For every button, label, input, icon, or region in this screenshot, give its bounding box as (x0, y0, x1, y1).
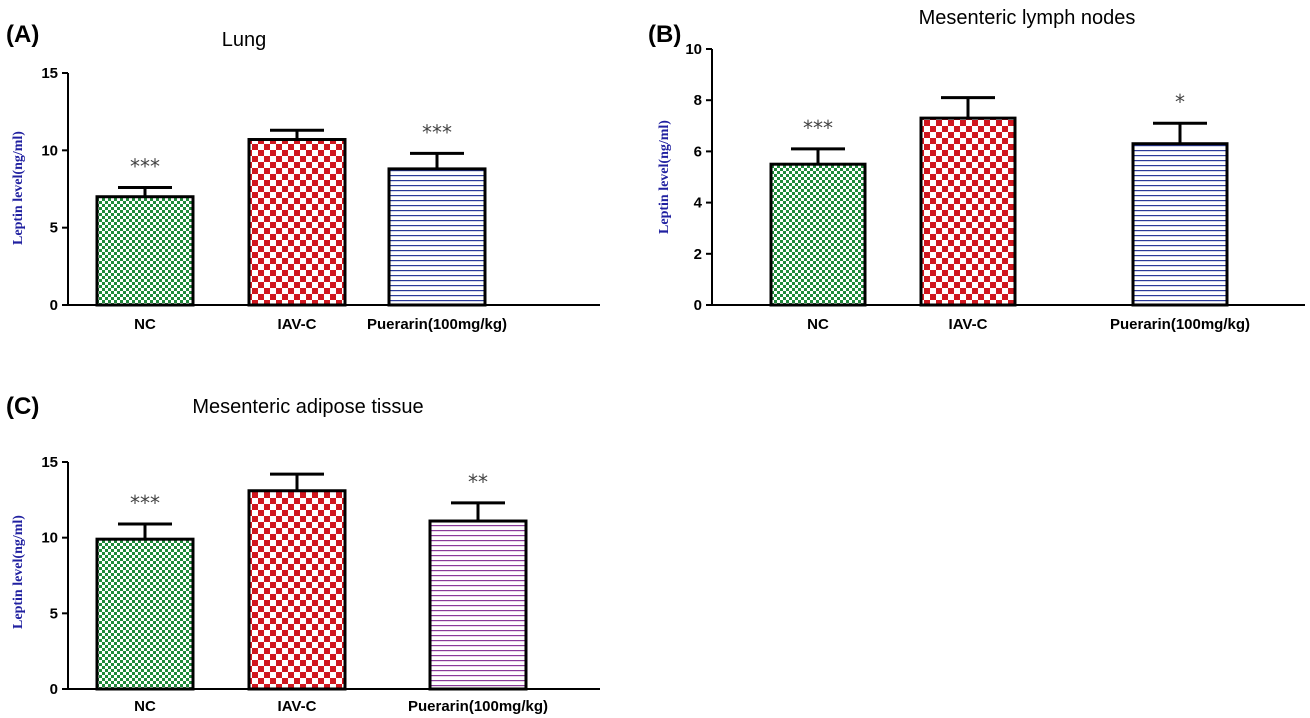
x-category-label: IAV-C (278, 316, 317, 333)
y-tick-label: 15 (41, 454, 58, 471)
x-category-label: NC (807, 316, 829, 333)
panel-c-ylabel: Leptin level(ng/ml) (11, 515, 26, 629)
y-tick-label: 5 (50, 605, 58, 622)
panel-b-title: Mesenteric lymph nodes (919, 7, 1136, 29)
panel-c-title: Mesenteric adipose tissue (192, 396, 423, 418)
significance-label: *** (130, 491, 160, 515)
bar-nc (95, 195, 195, 307)
panel-c-letter: (C) (6, 393, 39, 420)
bar-puerarin-100mg-kg (428, 519, 528, 691)
y-tick-label: 10 (41, 142, 58, 159)
y-tick-label: 2 (694, 246, 702, 263)
significance-label: ** (468, 470, 488, 494)
y-tick-label: 8 (694, 92, 702, 109)
bar-nc (95, 537, 195, 691)
panel-a: (A) Lung Leptin level(ng/ml) 0 5 10 15 *** NC… (6, 21, 600, 333)
bar-iav-c (919, 116, 1017, 307)
x-category-label: Puerarin(100mg/kg) (367, 316, 507, 333)
bar-iav-c (247, 489, 347, 691)
panel-b-plot: 0 2 4 6 8 10 *** NC IAV-C * Puerarin(100mg/kg) (685, 41, 1305, 333)
x-category-label: NC (134, 698, 156, 715)
panel-a-letter: (A) (6, 21, 39, 48)
significance-label: *** (422, 120, 452, 144)
y-tick-label: 0 (50, 681, 58, 698)
x-category-label: IAV-C (949, 316, 988, 333)
panel-c: (C) Mesenteric adipose tissue Leptin lev… (6, 393, 600, 715)
y-tick-label: 10 (41, 530, 58, 547)
bar-puerarin-100mg-kg (387, 167, 487, 307)
y-tick-label: 6 (694, 143, 702, 160)
y-tick-label: 15 (41, 65, 58, 82)
x-category-label: Puerarin(100mg/kg) (408, 698, 548, 715)
panel-a-ylabel: Leptin level(ng/ml) (11, 131, 26, 245)
y-tick-label: 4 (694, 195, 703, 212)
panel-c-plot: 0 5 10 15 *** NC IAV-C ** Puerarin(100mg/kg) (41, 454, 600, 715)
panel-b-letter: (B) (648, 21, 681, 48)
significance-label: *** (130, 154, 160, 178)
significance-label: * (1175, 90, 1185, 114)
significance-label: *** (803, 116, 833, 140)
x-category-label: IAV-C (278, 698, 317, 715)
bar-iav-c (247, 138, 347, 307)
y-tick-label: 5 (50, 220, 58, 237)
x-category-label: NC (134, 316, 156, 333)
y-tick-label: 10 (685, 41, 702, 58)
bar-nc (769, 162, 867, 307)
panel-a-plot: 0 5 10 15 *** NC IAV-C *** Puerarin(100mg/kg) (41, 65, 600, 333)
panel-b-ylabel: Leptin level(ng/ml) (657, 120, 672, 234)
y-tick-label: 0 (50, 297, 58, 314)
panel-a-title: Lung (222, 29, 267, 51)
bar-puerarin-100mg-kg (1131, 142, 1229, 307)
x-category-label: Puerarin(100mg/kg) (1110, 316, 1250, 333)
y-tick-label: 0 (694, 297, 702, 314)
panel-b: (B) Mesenteric lymph nodes Leptin level(… (648, 7, 1305, 333)
